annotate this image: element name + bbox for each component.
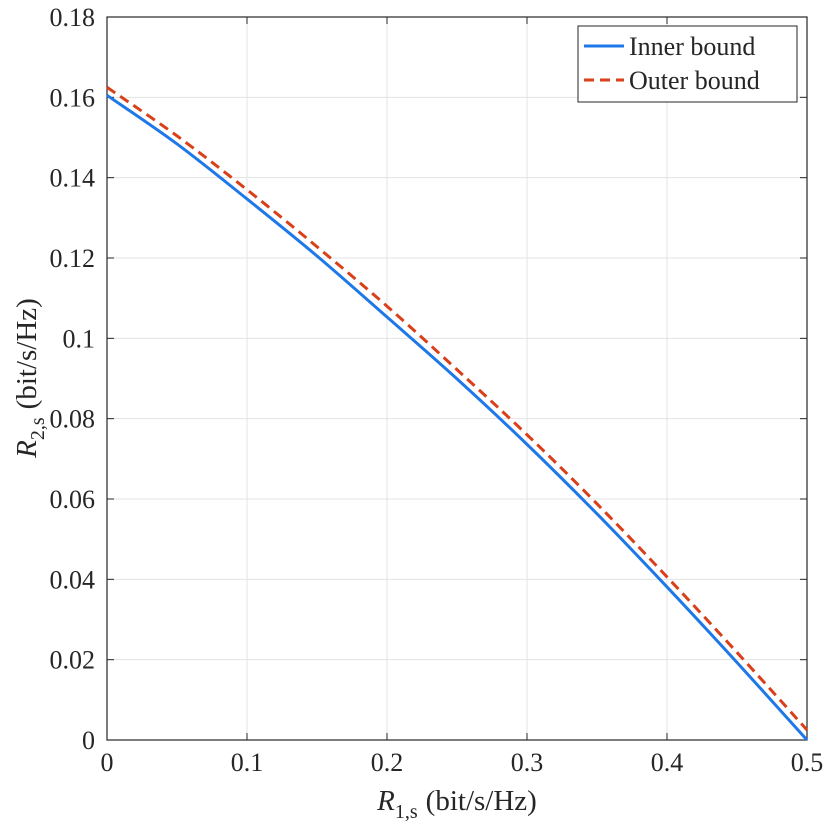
x-axis-unit: (bit/s/Hz) [426, 785, 537, 817]
y-axis-label: R2,s (bit/s/Hz) [11, 298, 49, 459]
series-line-outer-bound [106, 86, 809, 731]
y-tick-label: 0 [82, 726, 95, 755]
legend-box [577, 25, 798, 103]
x-tick-label: 0.2 [371, 748, 404, 777]
y-tick-label: 0.04 [50, 565, 96, 594]
axis-ticks [106, 16, 808, 741]
legend-label-inner-bound: Inner bound [629, 32, 755, 61]
y-axis-symbol: R [11, 440, 43, 459]
grid [107, 17, 807, 740]
y-tick-label: 0.12 [50, 244, 96, 273]
legend-label-outer-bound: Outer bound [629, 66, 760, 95]
y-tick-label: 0.08 [50, 405, 96, 434]
x-axis-label: R1,s (bit/s/Hz) [376, 785, 537, 823]
x-axis-subscript: 1,s [395, 801, 418, 823]
legend: Inner bound Outer bound [577, 25, 798, 103]
x-tick-label: 0.5 [791, 748, 824, 777]
series-line-inner-bound [106, 94, 809, 742]
y-axis-subscript: 2,s [27, 417, 49, 440]
y-tick-label: 0.14 [50, 164, 96, 193]
x-tick-label: 0.1 [231, 748, 264, 777]
x-tick-label: 0.4 [651, 748, 684, 777]
y-axis-unit: (bit/s/Hz) [11, 298, 43, 409]
x-tick-label: 0.3 [511, 748, 544, 777]
y-tick-label: 0.18 [50, 3, 96, 32]
tick-labels: 0 0.1 0.2 0.3 0.4 0.5 0 0.02 0.04 0.06 0.08 0.1 0.12… [50, 3, 824, 777]
y-tick-label: 0.02 [50, 646, 96, 675]
y-tick-label: 0.06 [50, 485, 96, 514]
plot-frame [106, 16, 808, 741]
x-tick-label: 0 [101, 748, 114, 777]
x-axis-symbol: R [376, 785, 395, 817]
y-tick-label: 0.1 [63, 324, 96, 353]
series-lines [106, 86, 809, 742]
y-tick-label: 0.16 [50, 83, 96, 112]
